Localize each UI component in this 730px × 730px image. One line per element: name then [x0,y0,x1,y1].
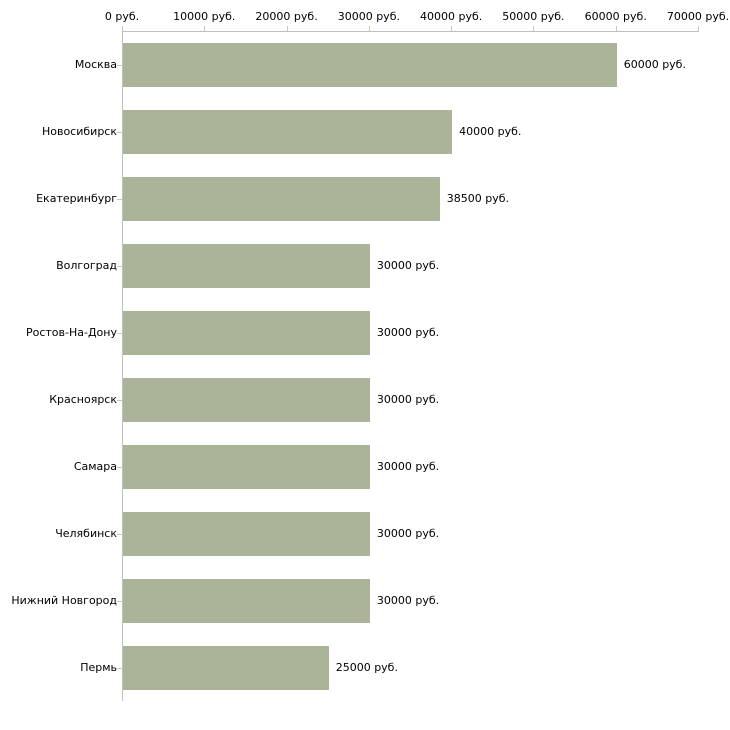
bar [123,177,440,222]
bar [123,110,453,155]
category-label: Красноярск [49,392,117,406]
bar [123,645,329,690]
bar-row: Новосибирск 40000 руб. [42,99,699,166]
bar [123,444,370,489]
bar [123,578,370,623]
bar-row: Красноярск 30000 руб. [49,367,699,434]
plot-area: Москва 60000 руб. Новосибирск 40000 руб. Ека… [11,26,699,701]
x-axis-tick-label: 0 руб. [104,10,140,23]
value-label: 60000 руб. [623,58,686,72]
x-axis-tick-labels: 0 руб. 10000 руб. 20000 руб. 30000 руб. 4000… [0,10,730,24]
x-axis-tick-mark [368,26,370,31]
y-axis-tick-mark [117,199,122,201]
x-axis-tick-mark [615,26,617,31]
bar [123,311,370,356]
bar [123,43,617,88]
value-label: 40000 руб. [459,125,522,139]
category-label: Самара [73,459,117,473]
bar-row: Москва 60000 руб. [75,32,699,99]
category-label: Ростов-На-Дону [25,326,117,340]
bar [123,377,370,422]
bar-row: Екатеринбург 38500 руб. [36,166,699,233]
x-axis-tick-label: 30000 руб. [337,10,400,23]
x-axis-tick-mark [286,26,288,31]
category-label: Нижний Новгород [11,593,117,607]
value-label: 30000 руб. [376,459,440,473]
value-label: 30000 руб. [376,326,440,340]
y-axis-tick-mark [117,466,122,468]
category-label: Новосибирск [41,125,117,139]
value-label: 30000 руб. [376,526,440,540]
value-label: 30000 руб. [376,259,440,273]
category-label: Волгоград [56,259,117,273]
x-axis-tick-label: 60000 руб. [584,10,647,23]
category-label: Пермь [80,660,117,674]
x-axis-tick-mark [451,26,453,31]
x-axis-tick-label: 10000 руб. [173,10,236,23]
category-label: Москва [74,58,117,72]
x-axis-tick-label: 20000 руб. [255,10,318,23]
category-label: Челябинск [55,526,117,540]
bar-row: Самара 30000 руб. [74,433,699,500]
bar [123,511,370,556]
x-axis-tick-label: 50000 руб. [502,10,565,23]
x-axis-tick-label: 40000 руб. [420,10,483,23]
y-axis-tick-mark [117,266,122,268]
bar-row: Волгоград 30000 руб. [56,233,699,300]
x-axis-tick-label: 70000 руб. [666,10,730,23]
value-label: 25000 руб. [335,660,398,674]
bar-row: Нижний Новгород 30000 руб. [11,567,699,634]
bar-rows: Москва 60000 руб. Новосибирск 40000 руб. Ека… [11,32,699,701]
y-axis-tick-mark [117,333,122,335]
value-label: 30000 руб. [376,593,440,607]
category-label: Екатеринбург [36,192,117,206]
x-axis-tick-mark [122,26,123,31]
y-axis-tick-mark [117,667,122,669]
y-axis-tick-mark [117,65,122,67]
bar-row: Пермь 25000 руб. [80,634,699,701]
y-axis-tick-mark [117,132,122,134]
x-axis-tick-mark [533,26,535,31]
bar-row: Ростов-На-Дону 30000 руб. [26,300,699,367]
bar-row: Челябинск 30000 руб. [55,500,699,567]
y-axis-tick-mark [117,399,122,401]
y-axis-tick-mark [117,533,122,535]
y-axis-tick-mark [117,600,122,602]
value-label: 38500 руб. [446,192,510,206]
bar [123,244,370,289]
value-label: 30000 руб. [376,392,440,406]
x-axis-tick-mark [204,26,206,31]
x-axis-tick-mark [698,26,699,31]
